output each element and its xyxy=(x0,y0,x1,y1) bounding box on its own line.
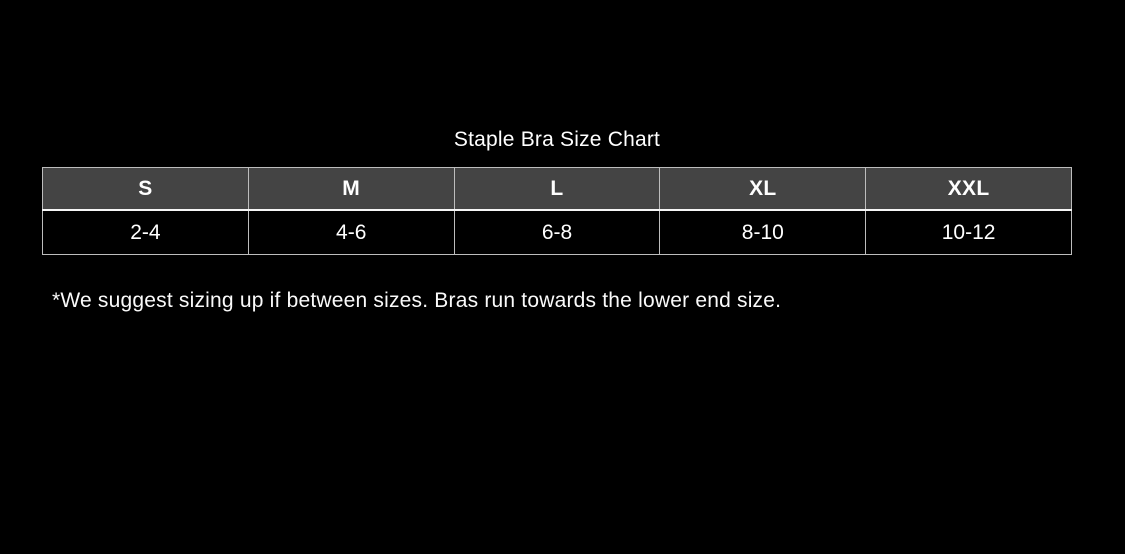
size-value-cell-l: 6-8 xyxy=(453,209,661,255)
sizing-footnote: *We suggest sizing up if between sizes. … xyxy=(52,289,782,312)
size-value-cell-m: 4-6 xyxy=(247,209,455,255)
size-value-cell-s: 2-4 xyxy=(42,209,249,255)
size-chart-title: Staple Bra Size Chart xyxy=(453,128,661,151)
table-header-row: S M L XL XXL xyxy=(42,167,1072,211)
size-header-cell-xl: XL xyxy=(659,167,867,211)
size-chart-panel: Staple Bra Size Chart S M L XL XXL 2-4 4… xyxy=(0,128,1125,554)
table-value-row: 2-4 4-6 6-8 8-10 10-12 xyxy=(42,209,1072,255)
size-header-cell-m: M xyxy=(247,167,455,211)
size-chart-table: S M L XL XXL 2-4 4-6 6-8 8-10 10-12 xyxy=(42,167,1072,255)
size-value-cell-xxl: 10-12 xyxy=(865,209,1072,255)
size-header-cell-l: L xyxy=(453,167,661,211)
size-header-cell-s: S xyxy=(42,167,249,211)
size-chart-body: 2-4 4-6 6-8 8-10 10-12 xyxy=(42,209,1072,255)
size-value-cell-xl: 8-10 xyxy=(659,209,867,255)
size-header-cell-xxl: XXL xyxy=(865,167,1072,211)
size-chart-header-row: S M L XL XXL xyxy=(42,167,1072,211)
